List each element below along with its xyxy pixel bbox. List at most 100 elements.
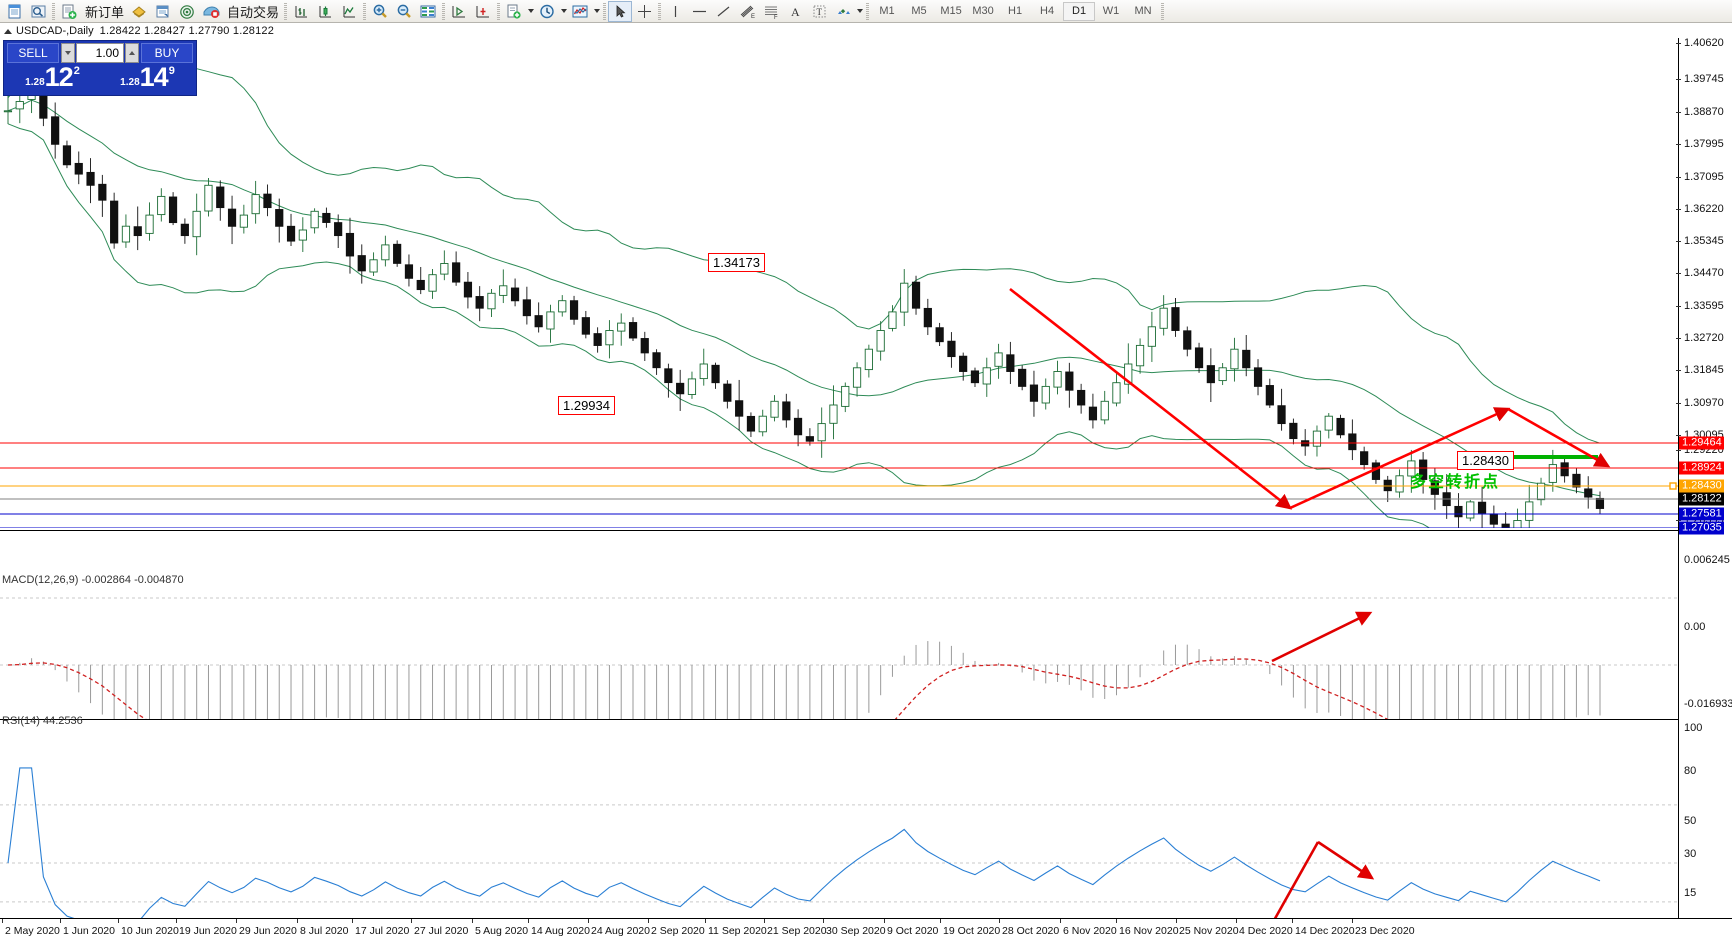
candle-body — [180, 223, 189, 237]
text-label-icon[interactable]: T — [807, 1, 831, 22]
zoom-in-icon[interactable] — [368, 1, 392, 22]
horizontal-line-icon[interactable] — [687, 1, 711, 22]
expert-advisor-icon[interactable] — [127, 1, 151, 22]
downtrend-arrow — [1009, 287, 1293, 510]
templates-dropdown-caret[interactable] — [526, 1, 535, 22]
price-chart-canvas[interactable] — [0, 38, 1678, 528]
timeframe-m5[interactable]: M5 — [911, 5, 927, 17]
bollinger-band-line — [7, 99, 1601, 497]
sell-price-display[interactable]: 1.28 12 2 — [7, 63, 98, 93]
candle-body — [676, 382, 685, 395]
collapse-triangle-icon[interactable] — [4, 28, 12, 34]
indicators-icon[interactable] — [568, 1, 592, 22]
candle-body — [98, 183, 107, 201]
candle-body — [593, 333, 602, 346]
price-tag-high[interactable]: 1.34173 — [708, 253, 765, 272]
cursor-icon[interactable] — [608, 0, 633, 22]
buy-button[interactable]: BUY — [141, 43, 193, 63]
price-axis-label: 1.38870 — [1684, 106, 1724, 118]
toolbar-separator — [495, 2, 502, 21]
signals-icon[interactable] — [175, 1, 199, 22]
timeframe-mn[interactable]: MN — [1134, 5, 1152, 17]
equidistant-channel-icon[interactable]: E — [735, 1, 759, 22]
chart-area[interactable]: MACD(12,26,9) -0.002864 -0.004870 RSI(14… — [0, 37, 1732, 918]
autotrading-icon[interactable] — [199, 1, 223, 22]
candle-body — [275, 209, 284, 227]
date-axis-tick — [940, 919, 941, 923]
timeframe-m1[interactable]: M1 — [879, 5, 895, 17]
text-icon[interactable]: A — [783, 1, 807, 22]
volume-increase-button[interactable] — [125, 43, 139, 63]
candle-body — [1584, 488, 1593, 498]
price-axis-label: 1.34470 — [1684, 267, 1724, 279]
templates-icon[interactable] — [502, 1, 526, 22]
candlestick-chart-icon[interactable] — [313, 1, 337, 22]
timeframe-m30[interactable]: M30 — [972, 5, 994, 17]
shapes-icon[interactable] — [831, 1, 855, 22]
candle-body — [1536, 482, 1546, 501]
line-chart-icon[interactable] — [337, 1, 361, 22]
timeframe-m15[interactable]: M15 — [940, 5, 962, 17]
price-tag-mid[interactable]: 1.29934 — [558, 396, 615, 415]
price-level-label-red: 1.29464 — [1679, 436, 1724, 450]
new-order-icon[interactable] — [57, 1, 81, 22]
period-dropdown-caret[interactable] — [559, 1, 568, 22]
candle-body — [1477, 501, 1487, 514]
timeframe-h1[interactable]: H1 — [1008, 5, 1023, 17]
candle-body — [440, 263, 449, 275]
new-window-icon[interactable] — [2, 1, 26, 22]
volume-decrease-button[interactable] — [61, 43, 75, 63]
candle-body — [334, 222, 343, 237]
macd-chart-canvas[interactable] — [0, 531, 1678, 719]
zoom-out-icon[interactable] — [392, 1, 416, 22]
auto-scroll-icon[interactable] — [447, 1, 471, 22]
candle-body — [888, 311, 897, 329]
price-tag-low[interactable]: 1.28430 — [1457, 451, 1514, 470]
candle-body — [770, 400, 779, 418]
period-icon[interactable] — [535, 1, 559, 22]
volume-input[interactable]: 1.00 — [76, 43, 124, 63]
timeframe-h4[interactable]: H4 — [1040, 5, 1055, 17]
candle-body — [746, 415, 756, 432]
date-axis-label: 14 Dec 2020 — [1295, 925, 1355, 937]
shapes-dropdown-caret[interactable] — [855, 1, 864, 22]
candle-body — [605, 330, 614, 346]
candle-body — [911, 281, 921, 309]
price-axis-tick — [1676, 370, 1681, 371]
price-level-label-orange: 1.28430 — [1679, 479, 1724, 493]
crosshair-icon[interactable] — [632, 1, 656, 22]
bid-line-handle[interactable] — [1669, 482, 1677, 490]
chart-shift-icon[interactable] — [471, 1, 495, 22]
candle-body — [970, 370, 980, 384]
terminal-icon[interactable] — [151, 1, 175, 22]
svg-text:A: A — [791, 5, 800, 19]
sell-button[interactable]: SELL — [7, 43, 59, 63]
price-level-label-red: 1.28924 — [1679, 461, 1724, 475]
date-axis-tick — [297, 919, 298, 923]
data-window-icon[interactable] — [416, 1, 440, 22]
main-toolbar: 新订单 自动交易 — [0, 0, 1732, 23]
candle-body — [298, 229, 307, 241]
market-watch-icon[interactable] — [26, 1, 50, 22]
new-order-button[interactable]: 新订单 — [81, 1, 127, 22]
chinese-annotation-note: 多空转折点 — [1410, 474, 1501, 491]
candle-body — [1548, 464, 1557, 483]
candle-body — [110, 200, 119, 244]
date-axis-tick — [411, 919, 412, 923]
fibonacci-icon[interactable]: F — [759, 1, 783, 22]
timeframe-d1[interactable]: D1 — [1063, 1, 1096, 21]
date-axis-tick — [118, 919, 119, 923]
candle-body — [723, 383, 732, 402]
trendline-icon[interactable] — [711, 1, 735, 22]
candle-body — [1100, 400, 1109, 421]
indicators-dropdown-caret[interactable] — [592, 1, 601, 22]
buy-price-prefix: 1.28 — [120, 77, 140, 88]
vertical-line-icon[interactable] — [663, 1, 687, 22]
date-axis-label: 29 Jun 2020 — [239, 925, 297, 937]
autotrading-button[interactable]: 自动交易 — [223, 1, 282, 22]
date-axis-label: 30 Sep 2020 — [826, 925, 886, 937]
timeframe-w1[interactable]: W1 — [1102, 5, 1120, 17]
bar-chart-icon[interactable] — [289, 1, 313, 22]
buy-price-display[interactable]: 1.28 14 9 — [102, 63, 193, 93]
rsi-chart-canvas[interactable] — [0, 720, 1678, 918]
